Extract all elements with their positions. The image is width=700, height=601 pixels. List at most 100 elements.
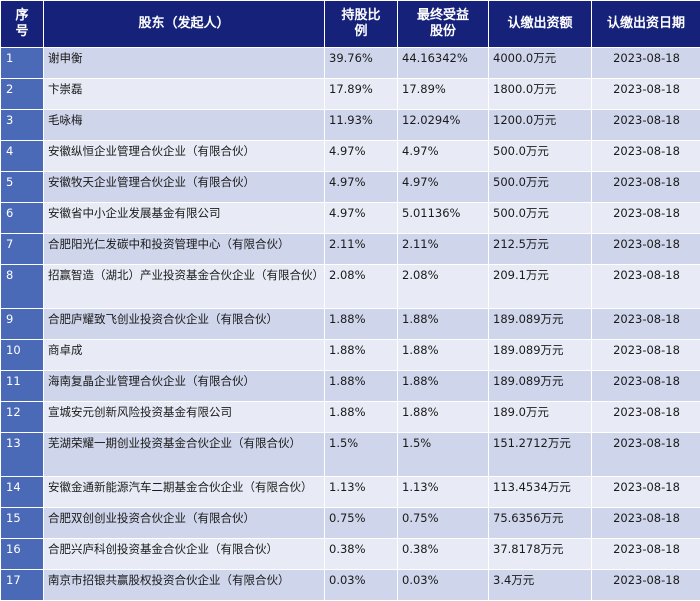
subscribed-capital: 1200.0万元 <box>489 110 592 141</box>
shareholder-name: 安徽牧天企业管理合伙企业（有限合伙） <box>44 172 325 203</box>
shareholder-name: 卞崇磊 <box>44 79 325 110</box>
shareholder-name: 谢申衡 <box>44 48 325 79</box>
subscribed-capital: 75.6356万元 <box>489 508 592 539</box>
beneficial-share: 1.88% <box>398 402 489 433</box>
share-ratio: 2.11% <box>325 234 398 265</box>
shareholder-name: 南京市招银共赢股权投资合伙企业（有限合伙） <box>44 570 325 601</box>
shareholder-name: 安徽省中小企业发展基金有限公司 <box>44 203 325 234</box>
header-row: 序 号 股东（发起人） 持股比 例 最终受益 股份 认缴出资额 认缴出资日期 <box>1 1 700 48</box>
share-ratio: 11.93% <box>325 110 398 141</box>
shareholder-name: 招赢智造（湖北）产业投资基金合伙企业（有限合伙） <box>44 265 325 309</box>
share-ratio: 1.88% <box>325 402 398 433</box>
header-share-ratio: 持股比 例 <box>325 1 398 48</box>
subscription-date: 2023-08-18 <box>592 402 700 433</box>
share-ratio: 4.97% <box>325 172 398 203</box>
shareholder-name: 毛咏梅 <box>44 110 325 141</box>
share-ratio: 0.38% <box>325 539 398 570</box>
beneficial-share: 17.89% <box>398 79 489 110</box>
subscription-date: 2023-08-18 <box>592 508 700 539</box>
share-ratio: 39.76% <box>325 48 398 79</box>
shareholder-name: 宣城安元创新风险投资基金有限公司 <box>44 402 325 433</box>
beneficial-share: 1.88% <box>398 309 489 340</box>
row-index: 10 <box>1 340 44 371</box>
subscription-date: 2023-08-18 <box>592 203 700 234</box>
beneficial-share: 12.0294% <box>398 110 489 141</box>
share-ratio: 1.13% <box>325 477 398 508</box>
subscribed-capital: 3.4万元 <box>489 570 592 601</box>
subscribed-capital: 189.089万元 <box>489 309 592 340</box>
subscribed-capital: 1800.0万元 <box>489 79 592 110</box>
subscription-date: 2023-08-18 <box>592 141 700 172</box>
row-index: 16 <box>1 539 44 570</box>
shareholder-name: 合肥庐耀致飞创业投资合伙企业（有限合伙） <box>44 309 325 340</box>
shareholder-name: 海南复晶企业管理合伙企业（有限合伙） <box>44 371 325 402</box>
subscription-date: 2023-08-18 <box>592 371 700 402</box>
share-ratio: 0.03% <box>325 570 398 601</box>
beneficial-share: 1.5% <box>398 433 489 477</box>
shareholder-name: 商卓成 <box>44 340 325 371</box>
shareholder-name: 安徽金通新能源汽车二期基金合伙企业（有限合伙） <box>44 477 325 508</box>
subscription-date: 2023-08-18 <box>592 340 700 371</box>
row-index: 1 <box>1 48 44 79</box>
beneficial-share: 0.75% <box>398 508 489 539</box>
shareholder-name: 芜湖荣耀一期创业投资基金合伙企业（有限合伙） <box>44 433 325 477</box>
beneficial-share: 0.38% <box>398 539 489 570</box>
beneficial-share: 5.01136% <box>398 203 489 234</box>
subscribed-capital: 4000.0万元 <box>489 48 592 79</box>
share-ratio: 0.75% <box>325 508 398 539</box>
subscription-date: 2023-08-18 <box>592 110 700 141</box>
header-subscribed-capital: 认缴出资额 <box>489 1 592 48</box>
row-index: 14 <box>1 477 44 508</box>
share-ratio: 17.89% <box>325 79 398 110</box>
share-ratio: 1.5% <box>325 433 398 477</box>
subscription-date: 2023-08-18 <box>592 570 700 601</box>
beneficial-share: 1.88% <box>398 371 489 402</box>
subscribed-capital: 500.0万元 <box>489 172 592 203</box>
subscribed-capital: 500.0万元 <box>489 141 592 172</box>
share-ratio: 1.88% <box>325 371 398 402</box>
share-ratio: 2.08% <box>325 265 398 309</box>
row-index: 12 <box>1 402 44 433</box>
subscription-date: 2023-08-18 <box>592 477 700 508</box>
row-index: 2 <box>1 79 44 110</box>
subscribed-capital: 189.089万元 <box>489 340 592 371</box>
shareholder-name: 合肥双创创业投资合伙企业（有限合伙） <box>44 508 325 539</box>
subscribed-capital: 151.2712万元 <box>489 433 592 477</box>
subscription-date: 2023-08-18 <box>592 234 700 265</box>
subscribed-capital: 37.8178万元 <box>489 539 592 570</box>
subscribed-capital: 189.089万元 <box>489 371 592 402</box>
beneficial-share: 1.13% <box>398 477 489 508</box>
header-shareholder: 股东（发起人） <box>44 1 325 48</box>
share-ratio: 4.97% <box>325 141 398 172</box>
subscribed-capital: 189.0万元 <box>489 402 592 433</box>
beneficial-share: 4.97% <box>398 141 489 172</box>
subscription-date: 2023-08-18 <box>592 79 700 110</box>
row-index: 9 <box>1 309 44 340</box>
share-ratio: 1.88% <box>325 340 398 371</box>
subscription-date: 2023-08-18 <box>592 433 700 477</box>
beneficial-share: 2.08% <box>398 265 489 309</box>
beneficial-share: 4.97% <box>398 172 489 203</box>
subscription-date: 2023-08-18 <box>592 265 700 309</box>
row-index: 11 <box>1 371 44 402</box>
shareholder-name: 合肥阳光仁发碳中和投资管理中心（有限合伙） <box>44 234 325 265</box>
subscription-date: 2023-08-18 <box>592 309 700 340</box>
row-index: 5 <box>1 172 44 203</box>
header-index: 序 号 <box>1 1 44 48</box>
beneficial-share: 44.16342% <box>398 48 489 79</box>
